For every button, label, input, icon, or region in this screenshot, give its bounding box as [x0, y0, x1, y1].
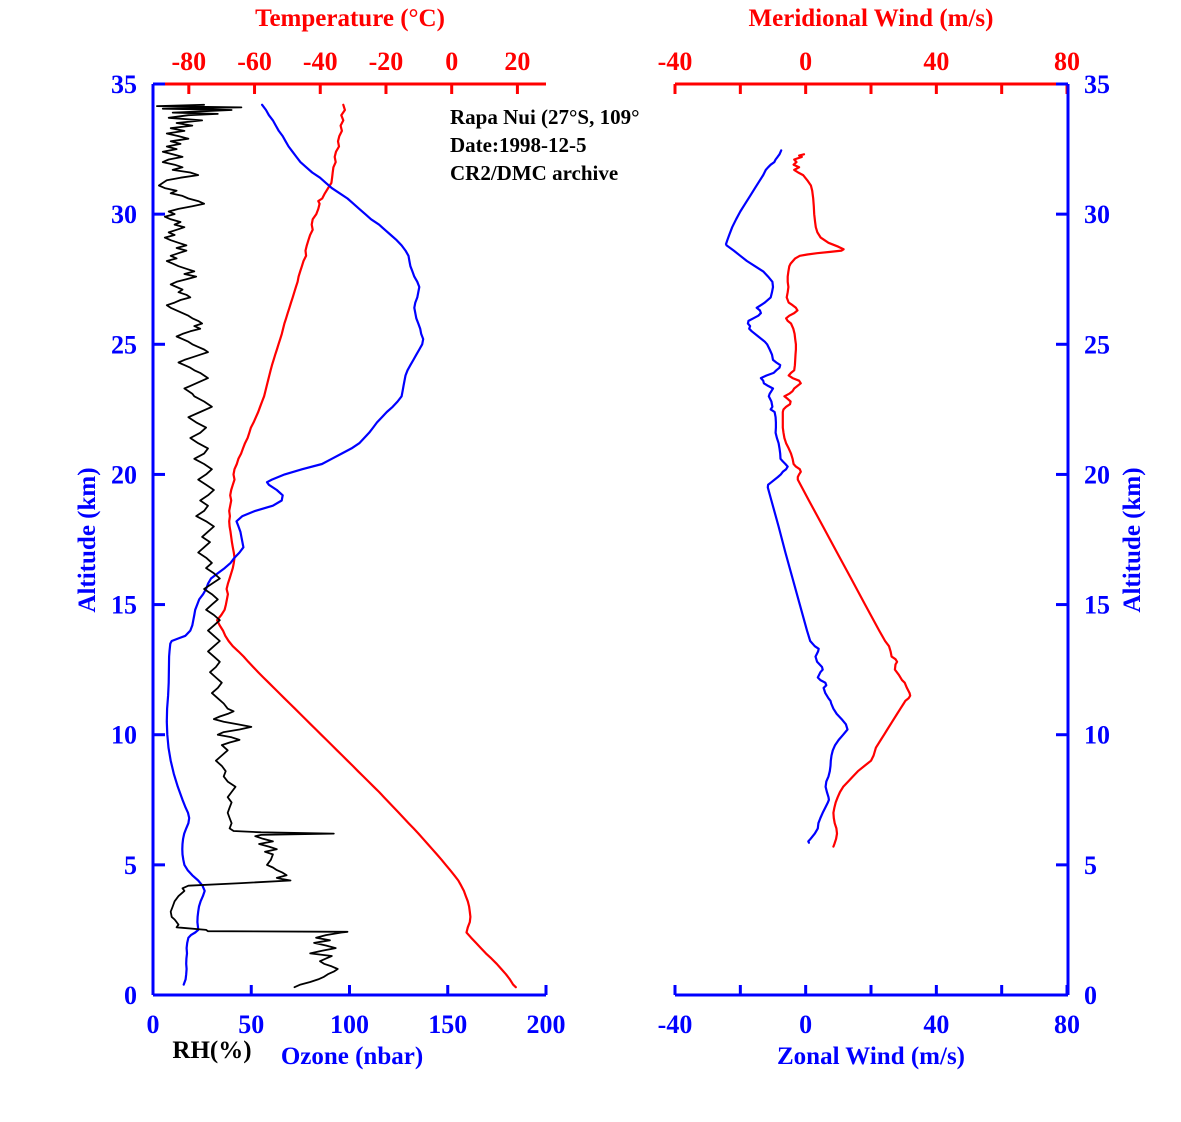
temperature-axis-title: Temperature (°C) [255, 5, 445, 32]
rh-curve [155, 103, 349, 989]
altitude-axis-tick-label: 25 [111, 330, 137, 359]
bottom-axis-tick-label: 100 [330, 1010, 369, 1039]
altitude-axis-tick-label: 30 [1084, 200, 1110, 229]
bottom-axis-tick-label: 50 [238, 1010, 264, 1039]
top-axis-tick-label: -40 [303, 47, 338, 76]
top-axis-tick-label: -40 [658, 47, 693, 76]
top-axis-tick-label: 20 [504, 47, 530, 76]
meridional-curve [781, 153, 912, 848]
bottom-axis-tick-label: -40 [658, 1010, 693, 1039]
left-altitude-axis-title: Altitude (km) [74, 467, 101, 612]
top-axis-tick-label: 40 [923, 47, 949, 76]
annotation-archive: CR2/DMC archive [450, 161, 618, 185]
altitude-axis-tick-label: 25 [1084, 330, 1110, 359]
altitude-axis-tick-label: 0 [124, 981, 137, 1010]
ozone-curve [165, 103, 425, 986]
altitude-axis-tick-label: 15 [1084, 591, 1110, 620]
profile-panel: -80 -60 -40 -20 0 200 50 100 150 2000510152025303… [111, 47, 566, 1039]
bottom-axis-tick-label: 0 [147, 1010, 160, 1039]
altitude-axis-tick-label: 5 [1084, 851, 1097, 880]
bottom-axis-tick-label: 200 [527, 1010, 566, 1039]
bottom-axis-tick-label: 80 [1054, 1010, 1080, 1039]
rh-axis-title: RH(%) [172, 1037, 251, 1064]
top-axis-tick-label: -80 [171, 47, 206, 76]
bottom-axis-tick-label: 0 [799, 1010, 812, 1039]
altitude-axis-tick-label: 35 [111, 70, 137, 99]
altitude-axis-tick-label: 10 [111, 721, 137, 750]
meridional-wind-axis-title: Meridional Wind (m/s) [749, 5, 994, 32]
altitude-axis-tick-label: 0 [1084, 981, 1097, 1010]
zonal-wind-axis-title: Zonal Wind (m/s) [777, 1043, 965, 1070]
altitude-axis-tick-label: 35 [1084, 70, 1110, 99]
top-axis-tick-label: 0 [445, 47, 458, 76]
top-axis-tick-label: 0 [799, 47, 812, 76]
bottom-axis-tick-label: 150 [428, 1010, 467, 1039]
annotation-date: Date:1998-12-5 [450, 133, 586, 157]
bottom-axis-tick-label: 40 [923, 1010, 949, 1039]
altitude-axis-tick-label: 20 [111, 460, 137, 489]
altitude-axis-tick-label: 15 [111, 591, 137, 620]
altitude-axis-tick-label: 20 [1084, 460, 1110, 489]
annotation-station: Rapa Nui (27°S, 109° [450, 105, 640, 129]
altitude-axis-tick-label: 10 [1084, 721, 1110, 750]
ozone-axis-title: Ozone (nbar) [281, 1043, 423, 1070]
altitude-axis-tick-label: 30 [111, 200, 137, 229]
top-axis-tick-label: 80 [1054, 47, 1080, 76]
temperature-curve [216, 103, 517, 989]
top-axis-tick-label: -20 [369, 47, 404, 76]
zonal-curve [724, 149, 849, 844]
altitude-axis-tick-label: 5 [124, 851, 137, 880]
top-axis-tick-label: -60 [237, 47, 272, 76]
right-altitude-axis-title: Altitude (km) [1119, 467, 1146, 612]
